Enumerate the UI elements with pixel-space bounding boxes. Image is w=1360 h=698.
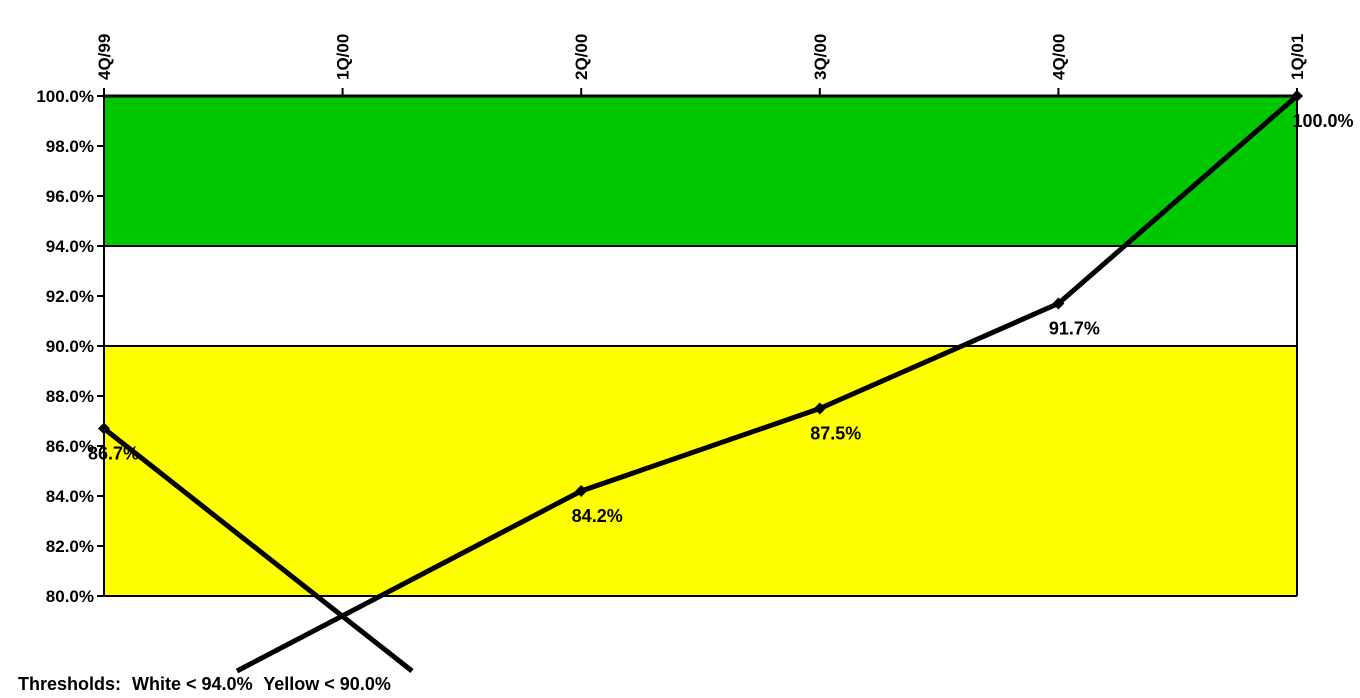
y-tick-label: 82.0% — [46, 537, 94, 556]
threshold-bands — [104, 95, 1297, 597]
threshold-white: White < 94.0% — [132, 674, 253, 694]
y-tick-label: 80.0% — [46, 587, 94, 606]
data-labels: 86.7% 84.2% 87.5% 91.7% 100.0% — [88, 111, 1354, 526]
thresholds-prefix: Thresholds: — [18, 674, 122, 694]
series-marker — [1291, 90, 1303, 102]
data-label: 87.5% — [810, 424, 861, 444]
y-tick-label: 100.0% — [36, 87, 94, 106]
x-axis-ticks: 4Q/99 1Q/00 2Q/00 3Q/00 4Q/00 1Q/01 — [95, 34, 1307, 96]
data-label: 91.7% — [1049, 319, 1100, 339]
x-tick-label: 4Q/99 — [95, 34, 114, 80]
series-layer — [98, 90, 1303, 674]
threshold-band-2 — [104, 346, 1297, 596]
y-tick-label: 88.0% — [46, 387, 94, 406]
data-label: 100.0% — [1292, 111, 1353, 131]
thresholds-footer: Thresholds: White < 94.0% Yellow < 90.0% — [18, 674, 397, 695]
data-label: 86.7% — [88, 444, 139, 464]
series-marker — [1052, 297, 1065, 310]
x-tick-label: 2Q/00 — [572, 34, 591, 80]
y-tick-label: 86.0% — [46, 437, 94, 456]
y-tick-label: 94.0% — [46, 237, 94, 256]
x-tick-label: 4Q/00 — [1049, 34, 1068, 80]
y-axis-ticks: 80.0% 82.0% 84.0% 86.0% 88.0% 90.0% 92.0% 94.0%… — [36, 87, 104, 606]
y-tick-label: 96.0% — [46, 187, 94, 206]
y-tick-label: 90.0% — [46, 337, 94, 356]
y-tick-label: 84.0% — [46, 487, 94, 506]
y-tick-label: 92.0% — [46, 287, 94, 306]
threshold-band-0 — [104, 96, 1297, 246]
series-extrapolated-line — [235, 488, 583, 674]
x-tick-label: 1Q/00 — [334, 34, 353, 80]
threshold-yellow: Yellow < 90.0% — [263, 674, 391, 694]
y-tick-label: 98.0% — [46, 137, 94, 156]
series-extrapolated-line — [102, 426, 414, 673]
series-marker — [813, 402, 826, 415]
x-tick-label: 3Q/00 — [811, 34, 830, 80]
x-tick-label: 1Q/01 — [1288, 34, 1307, 80]
data-label: 84.2% — [572, 506, 623, 526]
series-marker — [575, 485, 588, 497]
series-marker — [98, 422, 110, 435]
threshold-band-1 — [104, 246, 1297, 346]
series-line — [580, 94, 1299, 494]
